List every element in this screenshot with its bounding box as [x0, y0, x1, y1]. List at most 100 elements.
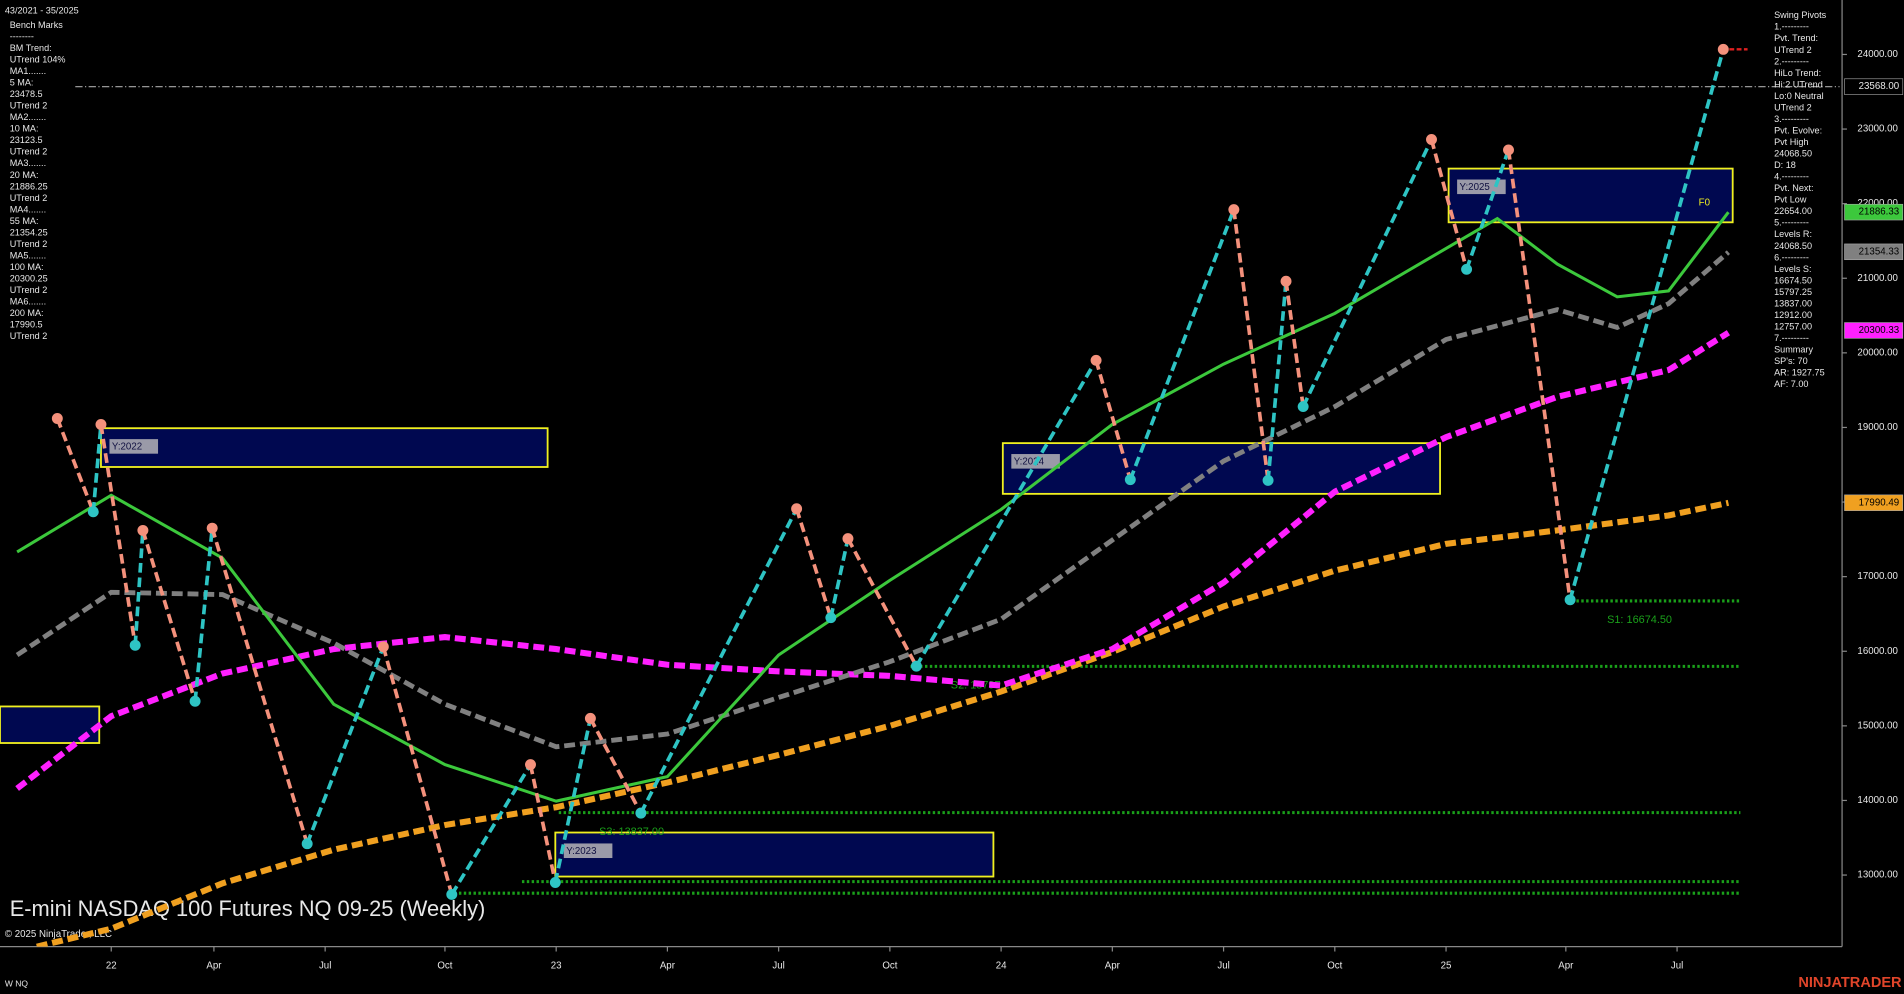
date-range: 43/2021 - 35/2025	[5, 5, 79, 15]
moving-average	[16, 211, 1730, 803]
swing-pivot-line: Hi:2 UTrend	[1774, 79, 1823, 89]
swing-pivot-line: 5.---------	[1774, 218, 1809, 228]
x-tick-label: Oct	[882, 961, 897, 972]
benchmark-line: MA2.......	[10, 112, 46, 122]
x-tick-label: Apr	[1558, 961, 1574, 972]
pivot-low	[446, 888, 458, 900]
benchmark-line: 23478.5	[10, 89, 43, 99]
x-tick-label: Jul	[1217, 961, 1229, 972]
zone	[1447, 167, 1734, 224]
swing-leg	[528, 764, 558, 883]
swing-leg	[1301, 138, 1434, 408]
swing-pivot-line: UTrend 2	[1774, 45, 1812, 55]
y-tick-label: 14000.00	[1857, 795, 1898, 806]
y-tick-label: 15000.00	[1857, 720, 1898, 731]
zone	[1001, 442, 1441, 495]
benchmark-line: UTrend 2	[10, 331, 48, 341]
x-tick-label: Apr	[1105, 961, 1121, 972]
benchmark-line: --------	[10, 31, 34, 41]
swing-leg	[794, 508, 833, 619]
pivot-low	[129, 639, 141, 651]
swing-pivot-line: 6.---------	[1774, 252, 1809, 262]
x-tick-label: Apr	[660, 961, 676, 972]
benchmark-line: UTrend 2	[10, 239, 48, 249]
benchmark-line: UTrend 104%	[10, 54, 66, 64]
swing-pivot-line: 3.---------	[1774, 114, 1809, 124]
swing-pivot-line: 16674.50	[1774, 275, 1812, 285]
zone-label: Y:2024	[1014, 456, 1045, 467]
pivot-low	[1262, 474, 1274, 486]
price-tag-label: 23568.00	[1859, 81, 1900, 92]
swing-leg	[1232, 209, 1270, 481]
benchmark-line: 21354.25	[10, 227, 48, 237]
x-tick-label: Jul	[1671, 961, 1683, 972]
pivot-high	[791, 503, 803, 515]
swing-pivot-line: Pvt High	[1774, 137, 1808, 147]
price-tag-label: 21886.33	[1859, 207, 1899, 218]
swing-leg	[133, 530, 145, 646]
benchmark-line: 21886.25	[10, 181, 48, 191]
y-tick-label: 24000.00	[1857, 49, 1898, 60]
y-tick-label: 13000.00	[1857, 870, 1898, 881]
swing-pivot-line: 24068.50	[1774, 149, 1812, 159]
pivot-high	[1503, 144, 1514, 156]
benchmark-line: BM Trend:	[10, 43, 52, 53]
pivot-high	[842, 533, 854, 545]
swing-leg	[846, 537, 919, 668]
benchmark-line: UTrend 2	[10, 285, 48, 295]
swing-pivot-line: Swing Pivots	[1774, 10, 1827, 20]
swing-pivot-line: 22654.00	[1774, 206, 1812, 216]
pivot-low	[1124, 474, 1136, 486]
benchmark-line: 5 MA:	[10, 78, 34, 88]
benchmark-line: MA4.......	[10, 204, 46, 214]
swing-pivot-line: 1.---------	[1774, 22, 1809, 32]
swing-pivot-line: 4.---------	[1774, 172, 1809, 182]
swing-leg	[1128, 208, 1236, 481]
benchmark-line: MA3.......	[10, 158, 46, 168]
swing-leg	[588, 717, 643, 814]
benchmark-line: 55 MA:	[10, 216, 39, 226]
pivot-high	[1090, 354, 1102, 366]
pivot-low	[910, 660, 922, 672]
zone-label-bg	[109, 439, 159, 454]
swing-pivot-line: 2.---------	[1774, 56, 1809, 66]
swing-pivot-line: HiLo Trend:	[1774, 68, 1821, 78]
swing-pivot-line: 13837.00	[1774, 298, 1812, 308]
benchmark-line: MA6.......	[10, 297, 46, 307]
brand: NINJATRADER	[1798, 975, 1902, 991]
swing-pivot-line: D: 18	[1774, 160, 1796, 170]
price-tag	[1844, 494, 1904, 511]
swing-leg	[1568, 48, 1726, 601]
y-tick-label: 21000.00	[1857, 273, 1898, 284]
moving-average	[15, 250, 1730, 750]
y-tick-label: 19000.00	[1857, 422, 1898, 433]
instrument: W NQ	[5, 979, 28, 989]
pivot-low	[635, 807, 647, 819]
x-tick-label: 23	[551, 961, 562, 972]
support-label: S1: 16674.50	[1607, 614, 1672, 626]
swing-pivot-line: AR: 1927.75	[1774, 368, 1825, 378]
y-tick-label: 16000.00	[1857, 646, 1898, 657]
benchmark-line: UTrend 2	[10, 193, 48, 203]
swing-leg	[639, 507, 799, 814]
swing-pivot-line: AF: 7.00	[1774, 379, 1808, 389]
zone-tag: F0	[1699, 197, 1711, 208]
pivot-high	[1280, 275, 1292, 287]
y-tick-label: 22000.00	[1857, 198, 1898, 209]
swing-leg	[553, 718, 593, 883]
x-tick-label: 24	[996, 961, 1007, 972]
pivot-low	[301, 838, 313, 850]
benchmark-line: 20300.25	[10, 274, 48, 284]
swing-pivot-line: 12757.00	[1774, 321, 1812, 331]
pivot-low	[1461, 263, 1473, 275]
swing-leg	[1094, 359, 1133, 481]
pivot-high	[206, 522, 218, 534]
price-tag-label: 21354.33	[1859, 246, 1899, 257]
y-tick-label: 17000.00	[1857, 571, 1898, 582]
moving-average	[15, 330, 1731, 791]
copyright: © 2025 NinjaTrader, LLC	[5, 929, 112, 940]
swing-leg	[829, 538, 850, 619]
swing-pivot-line: SP's: 70	[1774, 356, 1808, 366]
swing-leg	[305, 646, 386, 845]
